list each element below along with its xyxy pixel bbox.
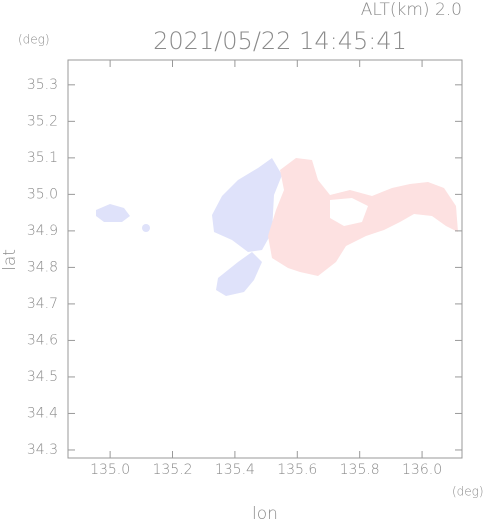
y-tick-label: 34.4 bbox=[27, 405, 58, 421]
y-tick-label: 35.2 bbox=[27, 113, 58, 129]
x-tick-label: 136.0 bbox=[402, 462, 442, 478]
y-tick-label: 35.3 bbox=[27, 77, 58, 93]
y-tick-label: 34.6 bbox=[27, 332, 58, 348]
x-tick-label: 135.4 bbox=[215, 462, 255, 478]
y-tick-label: 34.9 bbox=[27, 223, 58, 239]
x-tick-label: 135.8 bbox=[340, 462, 380, 478]
x-unit: (deg) bbox=[452, 485, 484, 499]
x-tick-label: 135.0 bbox=[90, 462, 130, 478]
x-tick-label: 135.2 bbox=[152, 462, 192, 478]
y-tick-label: 34.8 bbox=[27, 259, 58, 275]
y-unit: (deg) bbox=[18, 33, 50, 47]
y-tick-label: 35.0 bbox=[27, 186, 58, 202]
x-axis-label: lon bbox=[252, 504, 278, 521]
echo-areas bbox=[96, 158, 458, 296]
altitude: ALT(km) 2.0 bbox=[361, 0, 462, 20]
y-tick-label: 34.3 bbox=[27, 442, 58, 458]
y-tick-label: 34.5 bbox=[27, 369, 58, 385]
chart-title: 2021/05/22 14:45:41 bbox=[153, 27, 407, 55]
x-tick-label: 135.6 bbox=[277, 462, 317, 478]
y-axis-label: lat bbox=[0, 249, 20, 271]
plot-frame bbox=[67, 59, 463, 459]
y-tick-label: 35.1 bbox=[27, 150, 58, 166]
y-tick-label: 34.7 bbox=[27, 296, 58, 312]
